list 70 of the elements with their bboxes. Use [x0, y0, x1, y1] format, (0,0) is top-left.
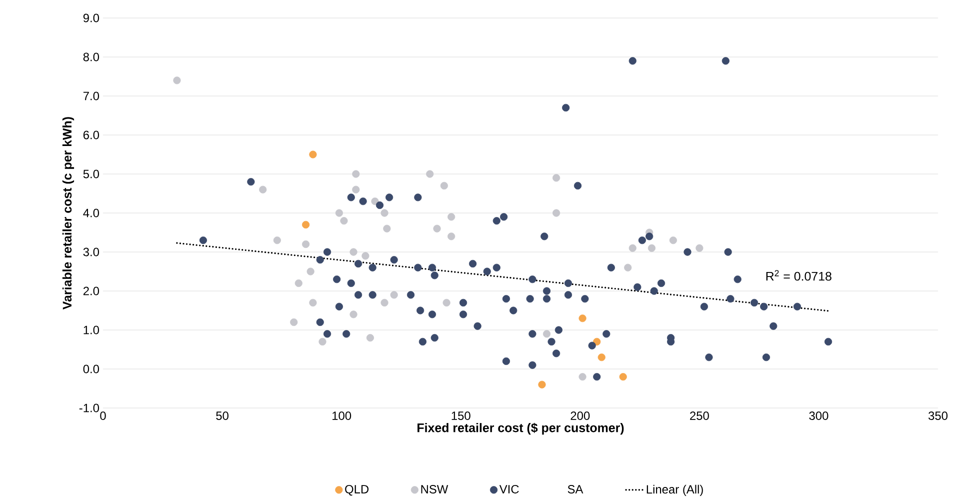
point	[309, 150, 317, 158]
point	[648, 244, 656, 252]
y-tick-label: 9.0	[83, 14, 100, 22]
point	[383, 224, 391, 232]
point	[619, 373, 627, 381]
point	[273, 236, 281, 244]
point	[578, 314, 586, 322]
x-axis-title: Fixed retailer cost ($ per customer)	[418, 422, 624, 435]
point	[309, 298, 317, 306]
y-tick-label: 1.0	[84, 326, 100, 334]
y-tick-label: 7.0	[83, 92, 100, 100]
x-tick-label: 0	[100, 412, 106, 420]
x-tick-label: 250	[690, 412, 709, 420]
point	[552, 209, 560, 217]
point	[442, 298, 450, 306]
point	[380, 298, 388, 306]
point	[173, 76, 181, 84]
point	[371, 197, 379, 206]
x-tick-label: 200	[570, 412, 590, 420]
point	[318, 338, 326, 346]
point	[306, 268, 314, 276]
point	[259, 186, 267, 194]
legend-label: VIC	[499, 484, 519, 494]
legend-label: Linear (All)	[646, 484, 703, 496]
point	[448, 232, 456, 240]
point	[362, 252, 370, 260]
point	[302, 240, 310, 248]
y-tick-label: 6.0	[83, 130, 100, 140]
y-tick-label: 5.0	[83, 170, 100, 178]
y-tick-label: -1.0	[79, 404, 100, 412]
point	[538, 380, 546, 388]
text: SA	[568, 484, 584, 494]
point	[624, 264, 632, 272]
x-tick-label: 350	[928, 412, 948, 420]
point	[335, 209, 343, 217]
y-tick-label: 4.0	[83, 208, 100, 218]
point	[366, 334, 374, 342]
point	[340, 216, 348, 225]
point	[290, 318, 298, 326]
point	[352, 186, 360, 194]
point	[380, 209, 388, 217]
y-tick-label: 2.0	[83, 286, 100, 296]
point	[350, 310, 358, 318]
point	[390, 291, 398, 299]
point	[696, 244, 704, 252]
point	[294, 279, 302, 287]
point	[352, 170, 360, 178]
x-tick-label: 100	[332, 412, 352, 420]
point	[440, 182, 448, 190]
point	[433, 224, 441, 232]
point	[350, 248, 358, 256]
y-axis-title: Variable retailer cost (c per kWh)	[62, 117, 74, 310]
point	[542, 330, 551, 338]
point	[578, 373, 586, 381]
annotation: R$^{2}$ = 0.0718	[766, 270, 832, 281]
point	[552, 174, 560, 182]
x-tick-label: 300	[809, 412, 828, 420]
point	[302, 220, 310, 228]
point	[628, 244, 636, 252]
point	[669, 236, 677, 244]
legend-label: QLD	[345, 484, 369, 496]
point	[598, 354, 606, 362]
y-tick-label: 0.0	[83, 364, 100, 374]
y-tick-label: 3.0	[83, 248, 100, 256]
x-tick-label: 150	[452, 412, 470, 420]
y-tick-label: 8.0	[83, 52, 100, 62]
x-tick-label: 50	[216, 412, 228, 420]
legend-label: NSW	[421, 484, 448, 494]
point	[426, 170, 434, 178]
point	[448, 213, 456, 221]
